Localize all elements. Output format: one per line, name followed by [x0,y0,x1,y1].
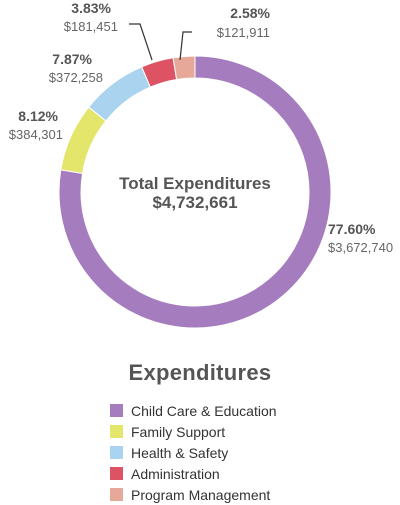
legend-item-child-care-and-education: Child Care & Education [110,400,277,421]
percent-label-health-and-safety: 7.87% [52,51,92,67]
legend-label: Health & Safety [131,444,229,461]
legend-list: Child Care & Education Family Support Heal… [110,400,277,505]
donut-chart: 77.60% $3,672,740 8.12% $384,301 7.87% $372,2… [9,0,393,329]
leader-line-program-management [179,31,192,61]
value-label-child-care-and-education: $3,672,740 [328,240,393,255]
leader-line-administration [129,23,153,61]
legend-item-program-management: Program Management [110,484,277,505]
legend-swatch [110,467,123,480]
legend-title: Expenditures [128,360,272,385]
percent-label-administration: 3.83% [71,0,111,16]
donut-slices [58,55,332,329]
percent-label-program-management: 2.58% [230,5,270,21]
value-label-family-support: $384,301 [9,127,63,142]
legend-swatch [110,404,123,417]
legend-item-health-and-safety: Health & Safety [110,442,277,463]
slice-program-management [172,55,196,81]
leader-lines [129,23,192,61]
legend-label: Administration [131,465,220,482]
percent-label-child-care-and-education: 77.60% [328,221,376,237]
legend-label: Program Management [131,486,271,503]
legend-swatch [110,488,123,501]
legend-swatch [110,425,123,438]
legend-item-administration: Administration [110,463,277,484]
value-label-administration: $181,451 [64,19,118,34]
legend-label: Child Care & Education [131,402,277,419]
slice-child-care-and-education [58,55,332,329]
legend-item-family-support: Family Support [110,421,277,442]
center-value: $4,732,661 [152,193,237,212]
center-label: Total Expenditures [119,174,271,193]
legend: Expenditures Child Care & Education Famil… [0,360,400,503]
legend-label: Family Support [131,423,226,440]
legend-swatch [110,446,123,459]
value-label-program-management: $121,911 [217,25,270,40]
percent-label-family-support: 8.12% [18,108,58,124]
slice-family-support [60,106,107,175]
value-label-health-and-safety: $372,258 [49,70,103,85]
slice-labels: 77.60% $3,672,740 8.12% $384,301 7.87% $372,2… [9,0,393,255]
